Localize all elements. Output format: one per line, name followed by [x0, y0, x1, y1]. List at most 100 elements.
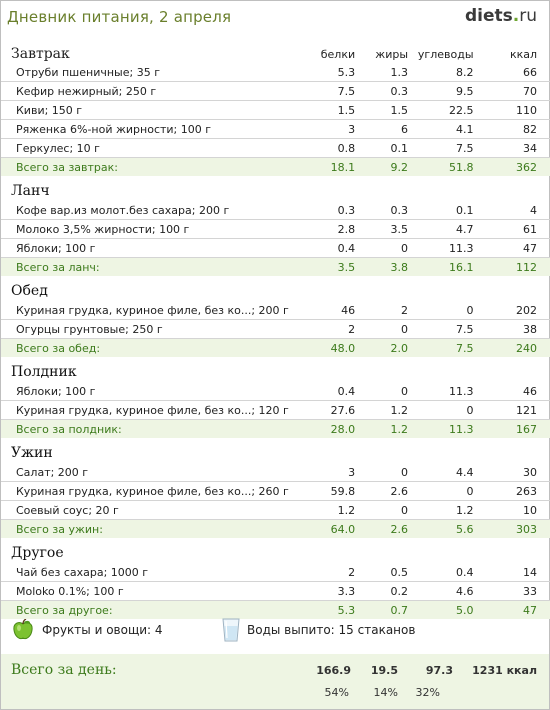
food-fat: 6 — [355, 119, 409, 139]
total-fat: 3.8 — [355, 257, 409, 276]
food-row[interactable]: Куриная грудка, куриное филе, без ко...;… — [1, 301, 550, 320]
food-fat: 0 — [355, 238, 409, 258]
total-kcal: 112 — [473, 257, 550, 276]
food-fat: 0 — [355, 382, 409, 401]
food-kcal: 61 — [473, 219, 550, 239]
total-kcal: 303 — [473, 519, 550, 538]
food-row[interactable]: Киви; 150 г 1.5 1.5 22.5 110 — [1, 100, 550, 120]
logo-main: diets — [464, 6, 513, 26]
section-total-row: Всего за завтрак: 18.1 9.2 51.8 362 — [1, 157, 550, 176]
food-kcal: 33 — [473, 581, 550, 601]
food-kcal: 110 — [473, 100, 550, 120]
food-name: Кофе вар.из молот.без сахара; 200 г — [1, 201, 313, 220]
section-total-label: Всего за ланч: — [1, 257, 313, 276]
food-carbs: 4.1 — [408, 119, 474, 139]
section-total-row: Всего за полдник: 28.0 1.2 11.3 167 — [1, 419, 550, 438]
section-total-label: Всего за завтрак: — [1, 157, 313, 176]
food-row[interactable]: Яблоки; 100 г 0.4 0 11.3 46 — [1, 382, 550, 401]
food-fat: 1.5 — [355, 100, 409, 120]
total-kcal: 362 — [473, 157, 550, 176]
food-protein: 3 — [312, 119, 356, 139]
site-logo[interactable]: diets.ru — [465, 6, 537, 26]
summary-icons: Фрукты и овощи: 4 Воды выпито: 15 стакан… — [1, 616, 550, 644]
food-fat: 3.5 — [355, 219, 409, 239]
food-kcal: 14 — [473, 563, 550, 582]
food-row[interactable]: Куриная грудка, куриное филе, без ко...;… — [1, 400, 550, 420]
food-fat: 2 — [355, 301, 409, 320]
food-row[interactable]: Кефир нежирный; 250 г 7.5 0.3 9.5 70 — [1, 81, 550, 101]
food-row[interactable]: Соевый соус; 20 г 1.2 0 1.2 10 — [1, 500, 550, 520]
food-protein: 46 — [312, 301, 356, 320]
food-kcal: 121 — [473, 400, 550, 420]
food-kcal: 34 — [473, 138, 550, 158]
section-header: Полдник — [1, 357, 550, 382]
food-carbs: 8.2 — [408, 63, 474, 82]
food-row[interactable]: Ряженка 6%-ной жирности; 100 г 3 6 4.1 82 — [1, 119, 550, 139]
section-total-row: Всего за другое: 5.3 0.7 5.0 47 — [1, 600, 550, 619]
food-row[interactable]: Кофе вар.из молот.без сахара; 200 г 0.3 0.… — [1, 201, 550, 220]
food-protein: 2 — [312, 319, 356, 339]
food-row[interactable]: Чай без сахара; 1000 г 2 0.5 0.4 14 — [1, 563, 550, 582]
food-kcal: 46 — [473, 382, 550, 401]
food-row[interactable]: Moloko 0.1%; 100 г 3.3 0.2 4.6 33 — [1, 581, 550, 601]
food-fat: 0.1 — [355, 138, 409, 158]
food-name: Кефир нежирный; 250 г — [1, 81, 313, 101]
day-fat-pct: 14% — [373, 686, 398, 699]
food-carbs: 0 — [408, 481, 474, 501]
total-protein: 3.5 — [312, 257, 356, 276]
total-fat: 9.2 — [355, 157, 409, 176]
total-protein: 48.0 — [312, 338, 356, 357]
food-row[interactable]: Молоко 3,5% жирности; 100 г 2.8 3.5 4.7 61 — [1, 219, 550, 239]
food-kcal: 10 — [473, 500, 550, 520]
food-kcal: 82 — [473, 119, 550, 139]
day-total-box: Всего за день: 166.9 19.5 97.3 1231 ккал… — [1, 654, 549, 709]
food-protein: 1.2 — [312, 500, 356, 520]
food-row[interactable]: Геркулес; 10 г 0.8 0.1 7.5 34 — [1, 138, 550, 158]
food-carbs: 0.4 — [408, 563, 474, 582]
section-header: Ужин — [1, 438, 550, 463]
food-name: Яблоки; 100 г — [1, 238, 313, 258]
page-header: Дневник питания, 2 апреля diets.ru — [1, 1, 549, 35]
section-title: Полдник — [11, 363, 77, 380]
section-total-label: Всего за другое: — [1, 600, 313, 619]
food-row[interactable]: Куриная грудка, куриное филе, без ко...;… — [1, 481, 550, 501]
food-name: Куриная грудка, куриное филе, без ко...;… — [1, 481, 313, 501]
food-fat: 0 — [355, 463, 409, 482]
logo-tld: ru — [519, 6, 537, 26]
food-carbs: 9.5 — [408, 81, 474, 101]
food-name: Ряженка 6%-ной жирности; 100 г — [1, 119, 313, 139]
day-total-label: Всего за день: — [11, 662, 117, 678]
food-protein: 5.3 — [312, 63, 356, 82]
section-header: Ланч — [1, 176, 550, 201]
food-protein: 59.8 — [312, 481, 356, 501]
food-fat: 0.3 — [355, 81, 409, 101]
food-protein: 3.3 — [312, 581, 356, 601]
food-fat: 0.2 — [355, 581, 409, 601]
logo-dot: . — [512, 6, 520, 26]
food-carbs: 22.5 — [408, 100, 474, 120]
total-protein: 28.0 — [312, 419, 356, 438]
food-name: Соевый соус; 20 г — [1, 500, 313, 520]
total-carbs: 11.3 — [408, 419, 474, 438]
green-apple-icon — [13, 619, 33, 640]
total-kcal: 240 — [473, 338, 550, 357]
day-carbs: 97.3 — [425, 664, 453, 677]
food-protein: 2.8 — [312, 219, 356, 239]
food-carbs: 4.4 — [408, 463, 474, 482]
food-name: Геркулес; 10 г — [1, 138, 313, 158]
food-name: Огурцы грунтовые; 250 г — [1, 319, 313, 339]
section-header: Другое — [1, 538, 550, 563]
food-kcal: 4 — [473, 201, 550, 220]
column-kcal-header: ккал — [509, 47, 537, 61]
food-row[interactable]: Салат; 200 г 3 0 4.4 30 — [1, 463, 550, 482]
section-total-row: Всего за ужин: 64.0 2.6 5.6 303 — [1, 519, 550, 538]
food-row[interactable]: Огурцы грунтовые; 250 г 2 0 7.5 38 — [1, 319, 550, 339]
section-total-label: Всего за полдник: — [1, 419, 313, 438]
food-name: Чай без сахара; 1000 г — [1, 563, 313, 582]
food-carbs: 7.5 — [408, 319, 474, 339]
day-carbs-pct: 32% — [415, 686, 440, 699]
food-row[interactable]: Яблоки; 100 г 0.4 0 11.3 47 — [1, 238, 550, 258]
food-row[interactable]: Отруби пшеничные; 35 г 5.3 1.3 8.2 66 — [1, 63, 550, 82]
total-protein: 5.3 — [312, 600, 356, 619]
